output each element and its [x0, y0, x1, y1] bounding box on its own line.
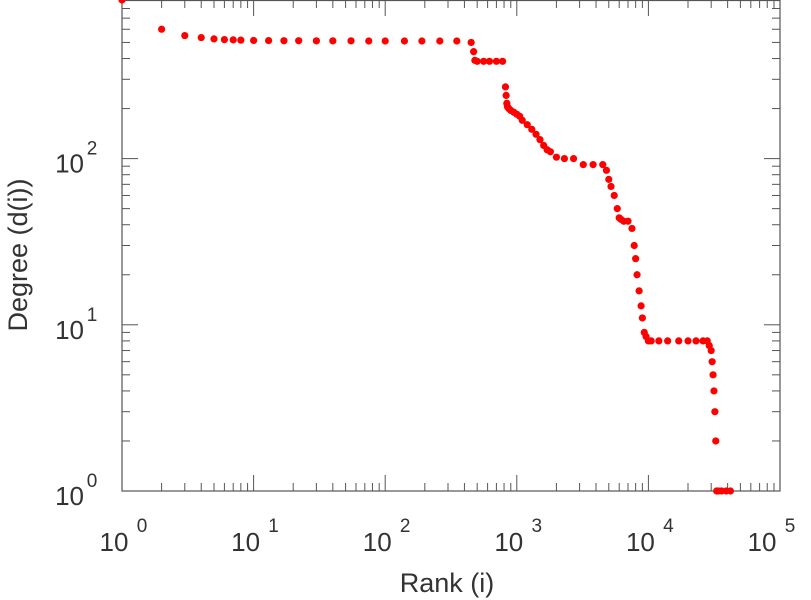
data-point [220, 35, 229, 44]
data-point [400, 37, 409, 45]
data-point [630, 241, 638, 250]
x-tick-exponent: 3 [532, 516, 543, 537]
data-point [637, 302, 645, 310]
data-point [579, 161, 587, 169]
y-tick-exponent: 2 [87, 139, 98, 160]
data-point [250, 36, 258, 45]
data-point [473, 57, 481, 65]
data-point [329, 37, 337, 45]
data-point [528, 125, 536, 133]
x-tick-label: 10 [363, 527, 392, 557]
data-point [589, 161, 597, 169]
x-axis-label: Rank (i) [400, 568, 495, 598]
data-point [470, 48, 478, 56]
data-point [552, 153, 561, 161]
data-point [312, 37, 320, 45]
data-point [158, 25, 166, 33]
x-tick-label: 10 [626, 527, 655, 557]
data-point [638, 314, 646, 322]
x-tick-exponent: 1 [268, 516, 279, 537]
data-point [436, 37, 444, 45]
data-point [280, 37, 288, 45]
axes [121, 0, 781, 492]
data-point [118, 0, 126, 4]
data-point [381, 37, 389, 45]
data-point [485, 57, 494, 65]
data-point [295, 37, 303, 45]
data-point [633, 271, 641, 279]
data-point [523, 121, 531, 129]
data-point [418, 37, 426, 45]
data-point [498, 57, 507, 65]
data-point [655, 337, 663, 345]
data-point [613, 205, 621, 213]
data-point [624, 217, 632, 225]
data-point [610, 191, 618, 200]
data-point [684, 337, 692, 345]
data-point [632, 255, 640, 263]
data-point [607, 182, 615, 191]
data-point [264, 36, 273, 45]
data-point [605, 175, 613, 183]
y-tick-exponent: 0 [87, 471, 98, 492]
data-point [197, 33, 205, 42]
x-tick-exponent: 0 [137, 516, 148, 537]
y-tick-exponent: 1 [87, 305, 98, 326]
data-point [536, 136, 544, 144]
data-point [709, 371, 717, 379]
data-point [712, 437, 720, 445]
data-point [365, 37, 373, 45]
y-tick-label: 10 [55, 315, 84, 345]
x-tick-label: 10 [748, 527, 777, 557]
data-point [237, 36, 245, 44]
y-tick-label: 10 [55, 481, 84, 511]
data-point [347, 37, 355, 45]
data-point [532, 130, 540, 138]
data-point [602, 166, 611, 174]
x-tick-exponent: 5 [785, 516, 796, 537]
data-point [569, 154, 578, 163]
data-points [118, 0, 735, 495]
data-point [453, 37, 461, 45]
plot-frame [121, 0, 781, 492]
y-tick-label: 10 [55, 149, 84, 179]
data-point [229, 36, 237, 44]
data-point [664, 337, 672, 345]
data-point [726, 487, 735, 495]
y-axis-label: Degree (d(i)) [3, 178, 33, 331]
data-point [480, 57, 488, 65]
data-point [502, 91, 510, 100]
data-point [628, 224, 636, 233]
data-point [675, 337, 683, 345]
data-point [546, 148, 554, 156]
data-point [711, 408, 719, 416]
data-point [692, 337, 700, 345]
data-point [210, 35, 218, 43]
x-tick-label: 10 [231, 527, 260, 557]
x-tick-exponent: 4 [663, 516, 674, 537]
data-point [560, 154, 569, 163]
data-point [518, 116, 526, 124]
x-tick-label: 10 [100, 527, 129, 557]
data-point [707, 346, 715, 355]
data-point [710, 387, 718, 395]
data-point [635, 287, 643, 295]
data-point [501, 83, 510, 91]
data-point [647, 337, 655, 345]
data-point [492, 57, 501, 65]
data-point [599, 161, 607, 169]
x-tick-label: 10 [494, 527, 523, 557]
data-point [181, 31, 189, 40]
x-tick-exponent: 2 [400, 516, 411, 537]
data-point [708, 358, 716, 366]
data-point [467, 38, 475, 47]
